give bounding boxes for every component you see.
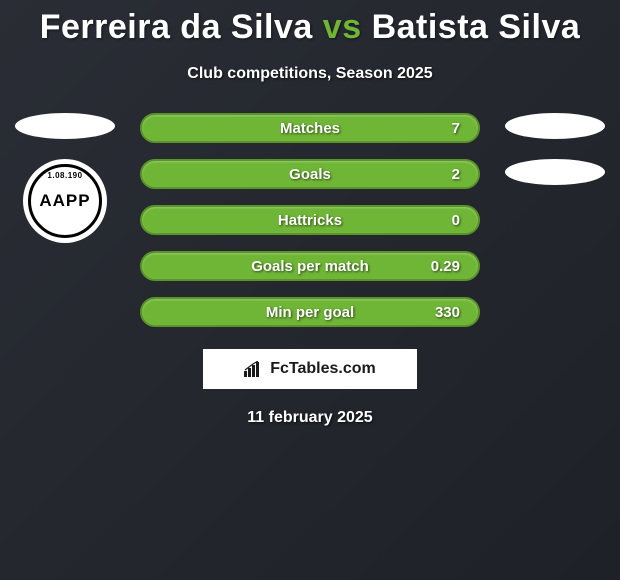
badge-main-text: AAPP: [39, 191, 90, 211]
date-label: 11 february 2025: [247, 409, 372, 427]
stat-bar-goals: Goals 2: [140, 159, 480, 189]
stat-value: 2: [452, 166, 460, 183]
stat-value: 0.29: [431, 258, 460, 275]
player1-name: Ferreira da Silva: [40, 8, 313, 46]
stats-bars: Matches 7 Goals 2 Hattricks 0 Goals per …: [140, 113, 480, 327]
vs-text: vs: [323, 8, 362, 46]
player2-avatar-placeholder: [505, 113, 605, 139]
page-title: Ferreira da Silva vs Batista Silva: [40, 8, 581, 47]
badge-top-text: 1.08.190: [47, 171, 82, 180]
player2-name: Batista Silva: [372, 8, 581, 46]
subtitle: Club competitions, Season 2025: [187, 65, 432, 83]
left-column: 1.08.190 AAPP: [10, 113, 120, 243]
player1-avatar-placeholder: [15, 113, 115, 139]
stat-label: Min per goal: [266, 304, 354, 321]
stat-value: 0: [452, 212, 460, 229]
stat-label: Matches: [280, 120, 340, 137]
player2-club-placeholder: [505, 159, 605, 185]
stat-label: Goals: [289, 166, 331, 183]
brand-text: FcTables.com: [270, 360, 376, 378]
stat-bar-goals-per-match: Goals per match 0.29: [140, 251, 480, 281]
right-column: [500, 113, 610, 185]
main-content-row: 1.08.190 AAPP Matches 7 Goals 2 Hattrick…: [0, 113, 620, 327]
comparison-infographic: Ferreira da Silva vs Batista Silva Club …: [0, 0, 620, 580]
stat-value: 7: [452, 120, 460, 137]
stat-bar-matches: Matches 7: [140, 113, 480, 143]
stat-label: Goals per match: [251, 258, 369, 275]
stat-value: 330: [435, 304, 460, 321]
stat-label: Hattricks: [278, 212, 342, 229]
stat-bar-hattricks: Hattricks 0: [140, 205, 480, 235]
brand-attribution: FcTables.com: [203, 349, 417, 389]
player1-club-badge: 1.08.190 AAPP: [23, 159, 107, 243]
bar-chart-icon: [244, 361, 264, 377]
stat-bar-min-per-goal: Min per goal 330: [140, 297, 480, 327]
club-badge-inner: 1.08.190 AAPP: [28, 164, 102, 238]
